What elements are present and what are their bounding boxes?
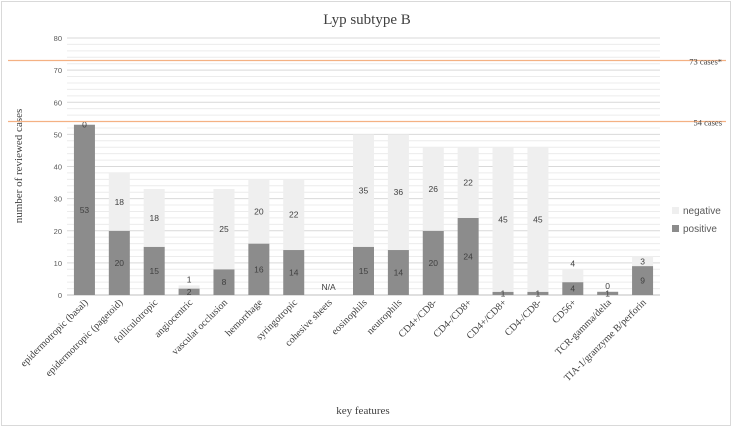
bar-positive <box>353 246 374 295</box>
chart-title: Lyp subtype B <box>323 12 411 28</box>
legend: negative positive <box>672 206 721 235</box>
bar-positive <box>178 288 200 295</box>
legend-swatch-positive <box>672 225 679 232</box>
data-label-negative: 18 <box>115 197 125 207</box>
data-label-positive: 24 <box>463 251 473 261</box>
data-label-negative: 1 <box>187 274 192 284</box>
bar-negative <box>457 147 479 218</box>
data-label-positive: 8 <box>222 277 227 287</box>
bar-positive <box>597 291 619 295</box>
data-label-negative: 22 <box>289 210 299 220</box>
data-label-negative: 20 <box>254 206 264 216</box>
y-tick-label: 30 <box>54 195 62 204</box>
bar-positive <box>492 291 514 295</box>
bar-negative <box>632 256 654 267</box>
bar-positive <box>73 124 95 295</box>
data-label-positive: 1 <box>501 288 506 298</box>
data-label-negative: 45 <box>533 215 543 225</box>
y-tick-label: 50 <box>54 130 62 139</box>
reference-lines: 73 cases* 54 cases <box>8 56 726 128</box>
bar-positive <box>213 269 235 295</box>
bar-positive <box>248 243 270 295</box>
bar-negative <box>213 188 235 270</box>
data-label-positive: 1 <box>605 288 610 298</box>
bar-positive <box>283 250 305 295</box>
x-tick-label: eosinophils <box>330 297 370 337</box>
legend-swatch-negative <box>672 207 679 214</box>
x-tick-label: CD56+ <box>550 297 579 326</box>
y-tick-label: 80 <box>54 34 62 43</box>
data-label-positive: 9 <box>640 276 645 286</box>
data-label-negative: 0 <box>605 281 610 291</box>
data-label-positive: 20 <box>115 258 125 268</box>
legend-label-negative: negative <box>683 206 721 217</box>
data-label-positive: 53 <box>80 205 90 215</box>
data-label-negative: 22 <box>463 178 473 188</box>
na-label: N/A <box>322 282 337 292</box>
bar-positive <box>422 230 444 295</box>
bar-negative <box>562 269 584 283</box>
data-label-negative: 3 <box>640 256 645 266</box>
data-label-positive: 14 <box>289 268 299 278</box>
data-label-positive: 2 <box>187 287 192 297</box>
bar-negative <box>178 285 200 289</box>
bar-negative <box>283 179 305 251</box>
y-tick-label: 20 <box>54 227 62 236</box>
bar-positive <box>143 246 165 295</box>
data-label-positive: 15 <box>359 266 369 276</box>
bar-positive <box>632 266 654 295</box>
y-axis-ticks: 0 10 20 30 40 50 60 70 80 <box>54 34 62 300</box>
bar-negative <box>353 134 374 247</box>
bar-positive <box>527 291 549 295</box>
bar-negative <box>387 134 409 251</box>
data-label-negative: 18 <box>149 213 159 223</box>
bar-negative <box>108 172 130 231</box>
data-label-negative: 45 <box>498 215 508 225</box>
y-tick-label: 10 <box>54 259 62 268</box>
data-label-negative: 0 <box>82 120 87 130</box>
data-label-positive: 4 <box>570 284 575 294</box>
x-axis-title: key features <box>336 405 389 417</box>
data-label-positive: 16 <box>254 264 264 274</box>
bar-negative <box>422 147 444 231</box>
data-label-negative: 26 <box>429 184 439 194</box>
data-label-positive: 1 <box>536 288 541 298</box>
x-tick-label: epidermotropic (basal) <box>19 297 91 369</box>
data-label-negative: 25 <box>219 224 229 234</box>
bar-positive <box>108 230 130 295</box>
y-tick-label: 40 <box>54 163 62 172</box>
bar-positive <box>457 217 479 295</box>
y-tick-label: 70 <box>54 66 62 75</box>
data-label-positive: 20 <box>429 258 439 268</box>
bar-negative <box>492 147 514 292</box>
bar-negative <box>248 179 270 244</box>
y-axis-title: number of reviewed cases <box>13 109 25 224</box>
y-tick-label: 0 <box>58 291 62 300</box>
data-label-negative: 35 <box>359 186 369 196</box>
x-axis-ticks: epidermotropic (basal)epidermotropic (pa… <box>19 297 649 384</box>
y-tick-label: 60 <box>54 98 62 107</box>
data-label-negative: 36 <box>394 187 404 197</box>
legend-label-positive: positive <box>683 224 717 235</box>
bar-positive <box>387 250 409 295</box>
bar-negative <box>143 188 165 247</box>
x-tick-label: CD4-/CD8- <box>503 297 544 338</box>
bar-negative <box>527 147 549 292</box>
data-label-positive: 15 <box>149 266 159 276</box>
data-label-negative: 4 <box>570 258 575 268</box>
reference-line-label: 73 cases* <box>689 56 722 66</box>
data-label-positive: 14 <box>394 268 404 278</box>
reference-line-label: 54 cases <box>693 118 722 128</box>
bar-positive <box>562 282 584 295</box>
